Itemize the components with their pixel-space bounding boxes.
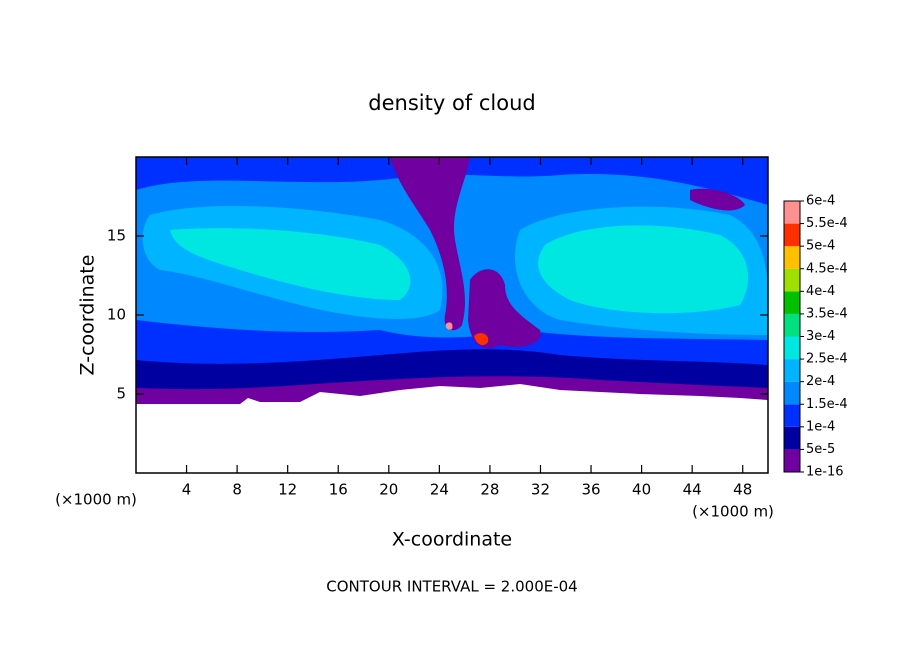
- contour-region: [468, 269, 541, 349]
- x-tick-label: 16: [329, 481, 348, 499]
- chart-title: density of cloud: [368, 91, 535, 115]
- colorbar-band: [784, 449, 800, 472]
- colorbar-band: [784, 201, 800, 224]
- y-tick-label: 10: [107, 306, 126, 324]
- x-tick-label: 8: [232, 481, 242, 499]
- colorbar-band: [784, 359, 800, 382]
- colorbar-band: [784, 404, 800, 427]
- x-tick-label: 24: [430, 481, 449, 499]
- colorbar-label: 3.5e-4: [806, 306, 848, 321]
- contour-region: [170, 228, 411, 300]
- colorbar-label: 2e-4: [806, 374, 835, 389]
- x-axis-label: X-coordinate: [392, 529, 512, 551]
- x-unit-label: (×1000 m): [692, 503, 774, 521]
- colorbar-label: 5e-4: [806, 239, 835, 254]
- x-tick-label: 36: [581, 481, 600, 499]
- colorbar-band: [784, 313, 800, 337]
- x-tick-label: 40: [632, 481, 651, 499]
- x-tick-label: 32: [531, 481, 550, 499]
- colorbar-band: [784, 426, 800, 450]
- colorbar-band: [784, 381, 800, 405]
- contour-interval-note: CONTOUR INTERVAL = 2.000E-04: [326, 578, 577, 596]
- colorbar-band: [784, 246, 800, 269]
- x-tick-label: 28: [480, 481, 499, 499]
- contour-field: [136, 157, 768, 473]
- colorbar-band: [784, 336, 800, 360]
- x-tick-label: 20: [379, 481, 398, 499]
- y-unit-label: (×1000 m): [55, 491, 137, 509]
- contour-region: [538, 225, 749, 314]
- colorbar-label: 4e-4: [806, 284, 835, 299]
- contour-region: [390, 157, 470, 331]
- x-tick-label: 12: [278, 481, 297, 499]
- colorbar-band: [784, 291, 800, 314]
- colorbar-label: 1.5e-4: [806, 397, 848, 412]
- contour-region: [690, 188, 745, 211]
- colorbar-label: 6e-4: [806, 194, 835, 209]
- x-tick-label: 4: [182, 481, 192, 499]
- y-tick-label: 5: [116, 385, 126, 403]
- x-tick-label: 48: [733, 481, 752, 499]
- colorbar-band: [784, 223, 800, 247]
- colorbar-label: 1e-16: [806, 465, 844, 480]
- colorbar-label: 3e-4: [806, 329, 835, 344]
- contour-region: [136, 157, 768, 205]
- colorbar-label: 2.5e-4: [806, 352, 848, 367]
- colorbar-label: 5.5e-4: [806, 216, 848, 231]
- y-tick-label: 15: [107, 227, 126, 245]
- contour-region: [445, 322, 453, 330]
- colorbar-label: 1e-4: [806, 419, 835, 434]
- contour-region: [474, 333, 489, 346]
- colorbar-band: [784, 268, 800, 292]
- colorbar-label: 5e-5: [806, 442, 835, 457]
- unshaded-terrain: [136, 384, 768, 473]
- colorbar-label: 4.5e-4: [806, 261, 848, 276]
- y-axis-label: Z-coordinate: [77, 255, 99, 376]
- x-tick-label: 44: [683, 481, 702, 499]
